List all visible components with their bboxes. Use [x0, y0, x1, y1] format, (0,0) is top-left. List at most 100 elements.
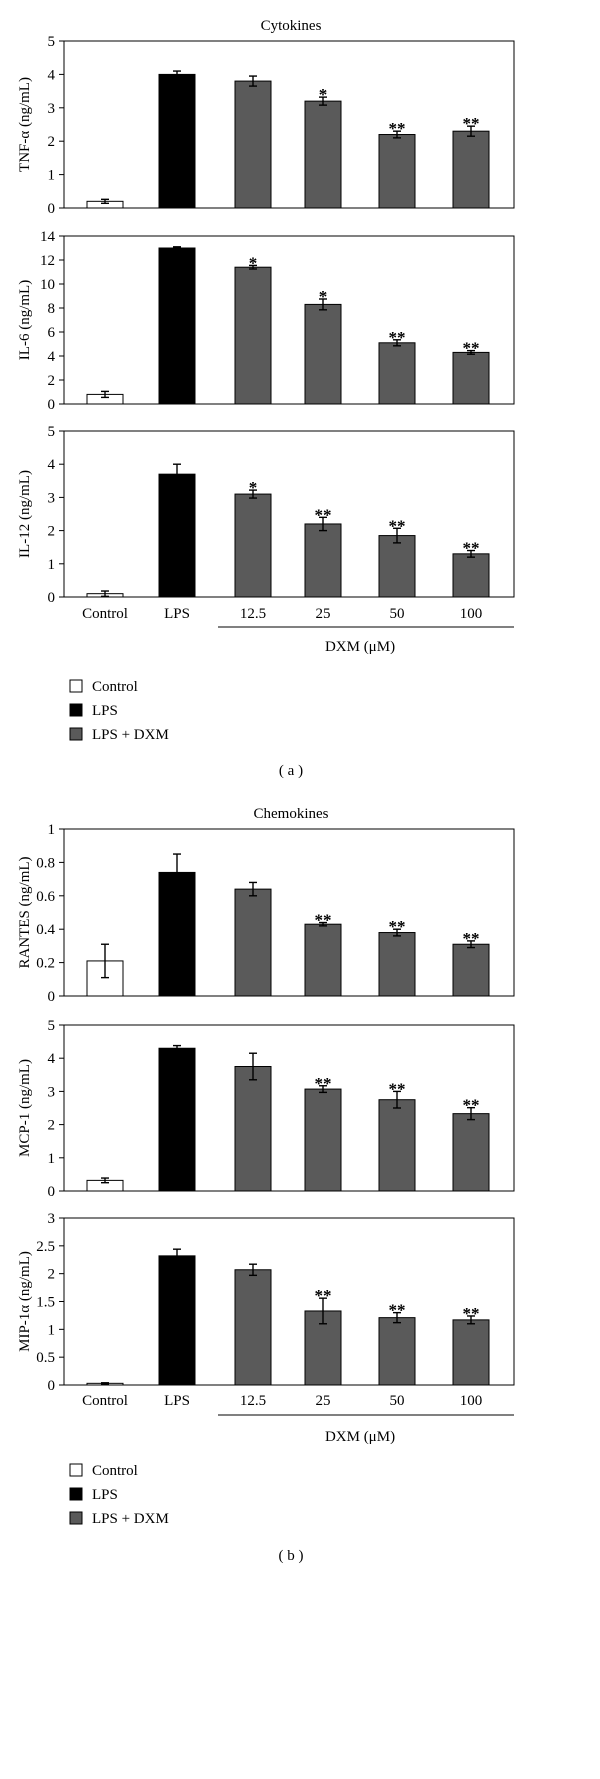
bar-12.5	[234, 888, 272, 997]
significance-marker: **	[463, 114, 480, 133]
significance-marker: *	[249, 478, 258, 497]
y-axis-label: IL-12 (ng/mL)	[17, 470, 33, 558]
y-tick-label: 0.8	[36, 855, 55, 871]
y-tick-label: 2	[48, 1118, 56, 1134]
chart-title: Chemokines	[254, 806, 329, 822]
y-tick-label: 2	[48, 134, 56, 150]
x-tick-label: 100	[460, 1393, 483, 1409]
y-tick-label: 0.6	[36, 889, 55, 905]
panel-frame	[63, 1217, 515, 1386]
significance-marker: **	[389, 328, 406, 347]
y-tick-label: 2	[48, 373, 56, 389]
x-tick-label: 50	[390, 606, 405, 622]
bar-50	[378, 342, 416, 405]
y-tick-label: 3	[48, 1211, 56, 1227]
y-axis-label: RANTES (ng/mL)	[17, 856, 33, 968]
bar-100	[452, 130, 490, 209]
panel-frame	[63, 828, 515, 997]
figure-panel-label: ( b )	[279, 1548, 304, 1564]
figure-panel-label: ( a )	[279, 763, 303, 779]
y-tick-label: 1	[48, 1151, 56, 1167]
y-axis-label: MCP-1 (ng/mL)	[17, 1059, 33, 1157]
y-tick-label: 3	[48, 101, 56, 117]
panel-frame	[63, 430, 515, 598]
legend-label: Control	[92, 679, 138, 695]
legend-label: LPS	[92, 1487, 118, 1503]
group-label: DXM (μM)	[325, 639, 395, 655]
y-tick-label: 1.5	[36, 1295, 55, 1311]
bar-12.5	[234, 1066, 272, 1192]
bar-LPS	[158, 473, 196, 598]
y-tick-label: 3	[48, 490, 56, 506]
x-tick-label: 100	[460, 606, 483, 622]
significance-marker: **	[389, 119, 406, 138]
panel-frame	[63, 1024, 515, 1192]
legend-label: Control	[92, 1463, 138, 1479]
y-tick-label: 2.5	[36, 1239, 55, 1255]
bar-100	[452, 351, 490, 405]
bar-25	[304, 100, 342, 209]
y-tick-label: 1	[48, 557, 56, 573]
significance-marker: **	[463, 929, 480, 948]
bar-LPS	[158, 871, 196, 997]
bar-25	[304, 523, 342, 598]
group-label: DXM (μM)	[325, 1429, 395, 1445]
legend-swatch	[69, 703, 83, 717]
y-tick-label: 2	[48, 1267, 56, 1283]
bar-25	[304, 923, 342, 997]
y-tick-label: 5	[48, 424, 56, 440]
bar-12.5	[234, 1269, 272, 1386]
bar-LPS	[158, 1255, 196, 1386]
bar-12.5	[234, 266, 272, 405]
significance-marker: **	[463, 339, 480, 358]
bar-25	[304, 1088, 342, 1192]
bar-100	[452, 553, 490, 598]
significance-marker: *	[319, 85, 328, 104]
y-tick-label: 0	[48, 590, 56, 606]
y-tick-label: 0.2	[36, 956, 55, 972]
significance-marker: **	[315, 1074, 332, 1093]
y-tick-label: 0	[48, 397, 56, 413]
x-tick-label: 50	[390, 1393, 405, 1409]
significance-marker: **	[389, 1301, 406, 1320]
y-tick-label: 4	[48, 457, 56, 473]
y-tick-label: 0	[48, 989, 56, 1005]
legend-label: LPS + DXM	[92, 727, 169, 743]
y-tick-label: 4	[48, 349, 56, 365]
y-axis-label: TNF-α (ng/mL)	[17, 77, 33, 172]
x-tick-label: 25	[316, 606, 331, 622]
y-axis-label: IL-6 (ng/mL)	[17, 280, 33, 360]
significance-marker: *	[319, 287, 328, 306]
panel-frame	[63, 40, 515, 209]
bar-LPS	[158, 1047, 196, 1192]
y-tick-label: 1	[48, 1322, 56, 1338]
x-tick-label: 12.5	[240, 1393, 266, 1409]
y-tick-label: 2	[48, 524, 56, 540]
y-tick-label: 8	[48, 301, 56, 317]
x-tick-label: LPS	[164, 606, 190, 622]
significance-marker: **	[389, 917, 406, 936]
significance-marker: **	[463, 1096, 480, 1115]
legend-swatch	[69, 1511, 83, 1525]
legend-swatch	[69, 1463, 83, 1477]
bar-50	[378, 1317, 416, 1386]
bar-50	[378, 134, 416, 209]
bar-100	[452, 943, 490, 997]
significance-marker: **	[315, 505, 332, 524]
x-tick-label: LPS	[164, 1393, 190, 1409]
significance-marker: **	[389, 1079, 406, 1098]
bar-LPS	[158, 73, 196, 209]
y-tick-label: 0	[48, 1378, 56, 1394]
significance-marker: *	[249, 253, 258, 272]
bar-25	[304, 303, 342, 405]
legend-label: LPS	[92, 703, 118, 719]
y-tick-label: 5	[48, 1018, 56, 1034]
y-tick-label: 4	[48, 67, 56, 83]
y-tick-label: 0	[48, 1184, 56, 1200]
y-tick-label: 4	[48, 1051, 56, 1067]
legend-label: LPS + DXM	[92, 1511, 169, 1527]
bar-50	[378, 1099, 416, 1192]
y-tick-label: 5	[48, 34, 56, 50]
